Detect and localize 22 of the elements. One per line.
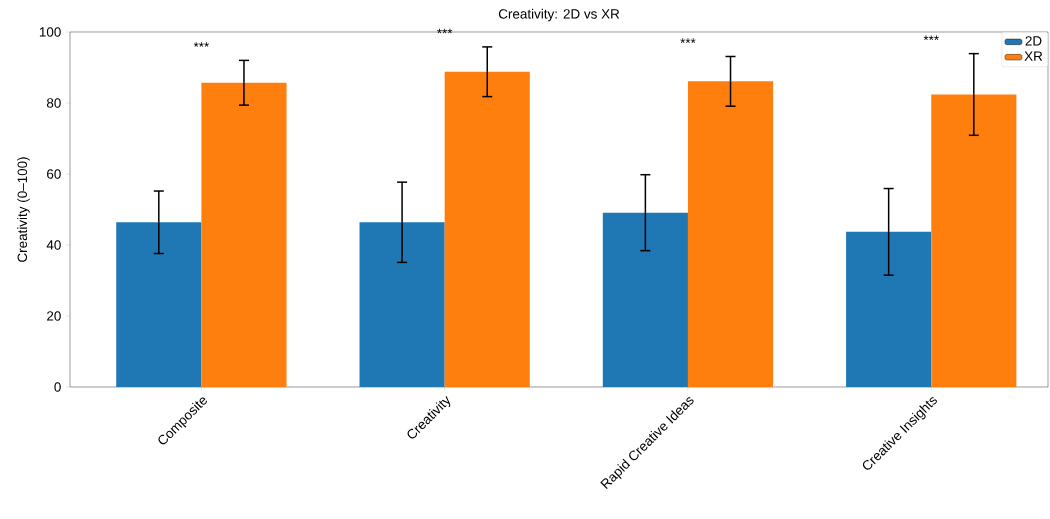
y-tick-label: 60 (47, 169, 61, 179)
bar (846, 231, 932, 387)
y-tick-label: 100 (39, 27, 61, 37)
y-axis-title: Creativity (0–100) (17, 157, 30, 262)
y-tick-label: 80 (46, 98, 61, 108)
annotation: *** (193, 42, 210, 47)
bar (116, 222, 202, 387)
bar (931, 94, 1017, 387)
chart-title: Creativity: 2D vs XR (498, 8, 620, 22)
legend-label: 2D (1025, 36, 1042, 46)
annotation: *** (923, 35, 939, 41)
bar (201, 82, 287, 387)
annotation: *** (680, 38, 696, 43)
y-tick-label: 20 (47, 311, 61, 321)
y-tick-label: 0 (54, 382, 61, 392)
bar (359, 222, 445, 387)
bar (602, 212, 688, 387)
bar (444, 71, 530, 387)
legend-label: XR (1024, 51, 1043, 61)
y-tick-label: 40 (46, 240, 61, 250)
bar (687, 81, 774, 387)
annotation: *** (437, 28, 453, 34)
